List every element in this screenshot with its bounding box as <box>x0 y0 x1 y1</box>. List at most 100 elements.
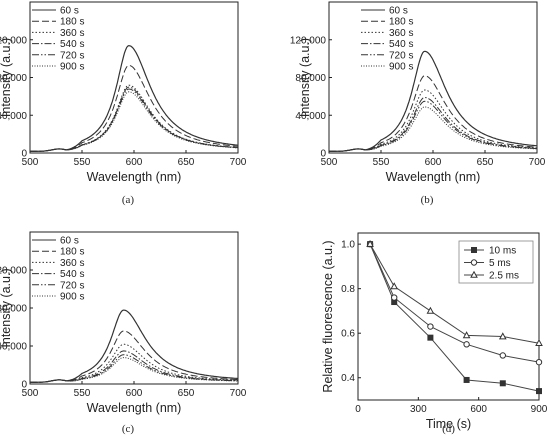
series-line-180s <box>30 64 239 152</box>
chart-panel-a: 500 550 600 650 700 0 40,000 80,000 120,000 Wavel… <box>0 1 247 206</box>
series-line-180s <box>329 75 538 152</box>
series-line-180s <box>30 330 239 383</box>
chart-panel-c: 500 550 600 650 700 0 40,000 80,000 120,000 Wavel… <box>0 231 247 435</box>
data-point-square <box>536 388 542 395</box>
legend-label: 900 s <box>60 62 84 73</box>
legend-label: 180 s <box>389 17 413 28</box>
legend-label: 540 s <box>60 269 84 280</box>
legend-label: 900 s <box>60 292 84 303</box>
y-axis-label: Relative fluorescence (a.u.) <box>321 240 335 392</box>
data-point-square <box>427 334 434 341</box>
x-tick-label: 700 <box>230 157 247 168</box>
data-point-triangle <box>462 331 471 339</box>
data-point-circle <box>535 358 543 366</box>
x-tick-label: 900 <box>531 404 548 415</box>
legend-label: 720 s <box>60 280 84 291</box>
x-axis-label: Wavelength (nm) <box>87 401 182 415</box>
legend-label: 540 s <box>389 39 413 50</box>
data-point-triangle <box>426 306 435 314</box>
x-tick-label: 300 <box>410 404 427 415</box>
y-axis-label: Intensity (a.u.) <box>298 38 312 117</box>
x-tick-label: 500 <box>22 388 39 399</box>
y-tick-label: 40,000 <box>0 111 27 122</box>
series-line-25ms <box>369 243 540 344</box>
series-line-900s <box>329 106 538 152</box>
y-tick-label: 80,000 <box>0 304 27 315</box>
series-line-60s <box>329 50 538 152</box>
legend-label: 2.5 ms <box>489 271 519 282</box>
x-tick-label: 550 <box>373 157 390 168</box>
y-tick-label: 0 <box>21 380 27 391</box>
panel-label: (a) <box>122 194 135 206</box>
series-line-720s <box>329 100 538 152</box>
data-point-circle <box>499 352 506 359</box>
panel-label: (c) <box>122 423 135 435</box>
y-tick-label: 0.6 <box>341 329 355 340</box>
y-tick-label: 120,000 <box>0 35 27 46</box>
chart-panel-d: 0 300 600 900 0.4 0.6 0.8 1.0 Time (s) Relative f… <box>321 232 548 435</box>
legend-label: 900 s <box>389 62 413 73</box>
plot-frame <box>357 232 540 401</box>
y-tick-label: 1.0 <box>341 240 355 251</box>
x-tick-label: 650 <box>178 388 195 399</box>
data-point-square <box>463 376 470 383</box>
data-point-circle <box>427 323 434 330</box>
y-tick-label: 120,000 <box>290 35 327 46</box>
y-tick-label: 80,000 <box>295 73 326 84</box>
legend-label: 360 s <box>60 258 84 269</box>
y-tick-label: 80,000 <box>0 73 27 84</box>
panel-label: (b) <box>421 194 434 206</box>
y-tick-label: 0 <box>320 149 326 160</box>
data-point-circle <box>470 259 478 266</box>
x-tick-label: 500 <box>22 157 39 168</box>
x-tick-label: 500 <box>321 157 338 168</box>
y-tick-label: 0 <box>21 149 27 160</box>
y-axis-label: Intensity (a.u.) <box>0 38 13 117</box>
x-tick-label: 700 <box>529 157 546 168</box>
x-tick-label: 650 <box>178 157 195 168</box>
legend-label: 180 s <box>60 17 84 28</box>
plot-frame <box>328 1 538 154</box>
legend-label: 540 s <box>60 39 84 50</box>
y-tick-label: 40,000 <box>0 342 27 353</box>
y-tick-label: 0.4 <box>341 373 355 384</box>
data-point-triangle <box>390 282 399 290</box>
data-point-circle <box>391 294 398 301</box>
legend-label: 5 ms <box>489 258 511 269</box>
x-tick-label: 600 <box>126 388 143 399</box>
data-point-triangle <box>498 332 507 340</box>
series-line-360s <box>30 343 239 383</box>
x-tick-label: 650 <box>477 157 494 168</box>
x-tick-label: 550 <box>74 157 91 168</box>
y-tick-label: 0.8 <box>341 284 355 295</box>
series-line-720s <box>30 354 238 383</box>
legend-label: 360 s <box>60 28 84 39</box>
series-line-900s <box>30 91 239 152</box>
x-tick-label: 600 <box>126 157 143 168</box>
x-tick-label: 600 <box>425 157 442 168</box>
x-tick-label: 600 <box>470 404 487 415</box>
chart-panel-b: 500 550 600 650 700 0 40,000 80,000 120,000 Wavel… <box>290 1 546 206</box>
series-line-360s <box>30 84 239 152</box>
x-tick-label: 0 <box>355 404 361 415</box>
series-line-10ms <box>369 243 540 392</box>
x-tick-label: 550 <box>74 388 91 399</box>
data-point-square <box>471 247 477 253</box>
data-point-circle <box>463 341 470 348</box>
data-point-triangle <box>470 270 478 278</box>
data-point-square <box>499 380 506 387</box>
series-line-540s <box>329 96 538 152</box>
legend-label: 720 s <box>389 50 413 61</box>
series-line-360s <box>329 89 537 152</box>
y-tick-label: 40,000 <box>295 111 326 122</box>
legend-label: 60 s <box>389 6 408 17</box>
y-axis-label: Intensity (a.u.) <box>0 268 13 347</box>
legend-label: 360 s <box>389 28 413 39</box>
data-point-triangle <box>535 338 543 347</box>
x-axis-label: Wavelength (nm) <box>386 170 481 184</box>
data-point-triangle <box>366 239 374 247</box>
legend-label: 60 s <box>60 6 79 17</box>
legend-label: 10 ms <box>489 246 516 257</box>
panel-label: (d) <box>442 423 455 435</box>
